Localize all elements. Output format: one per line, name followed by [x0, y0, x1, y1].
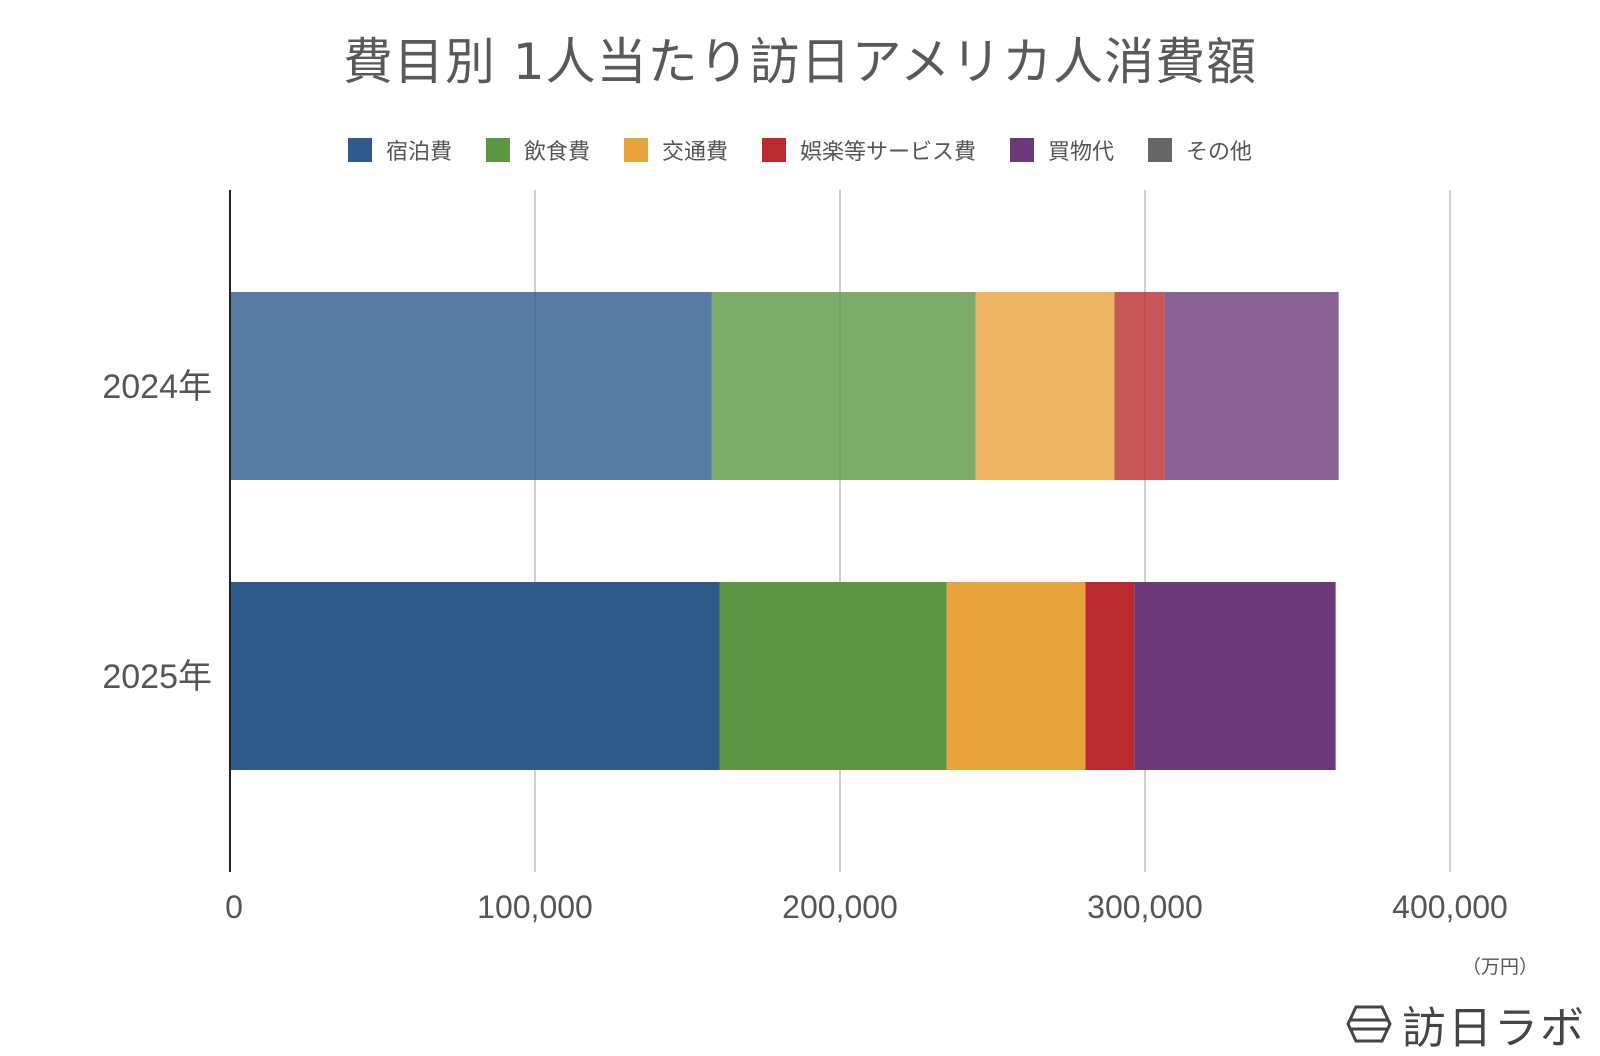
x-tick-label: 400,000	[1392, 889, 1508, 925]
bar-segment	[975, 292, 1115, 480]
x-axis-unit-label: （万円）	[1462, 956, 1539, 978]
legend-swatch	[623, 138, 648, 162]
x-tick-label: 200,000	[782, 889, 898, 925]
bar-segment	[1134, 582, 1336, 770]
legend-label: 買物代	[1048, 140, 1115, 165]
legend-item-2: 交通費	[623, 134, 728, 166]
legend-swatch	[1148, 138, 1173, 162]
legend-swatch	[485, 138, 510, 162]
legend-item-4: 買物代	[1010, 134, 1114, 166]
legend-swatch	[762, 138, 786, 162]
legend-label: 娯楽等サービス費	[800, 140, 977, 165]
legend-label: 飲食費	[523, 140, 590, 165]
x-tick-label: 100,000	[477, 889, 593, 925]
legend-item-5: その他	[1148, 134, 1252, 166]
x-tick-label: 0	[225, 889, 243, 925]
bar-segment	[1164, 292, 1339, 480]
y-category-label: 2025年	[102, 658, 212, 696]
legend-swatch	[347, 138, 372, 162]
legend-label: その他	[1186, 140, 1253, 165]
bar-segment	[946, 582, 1086, 770]
bar-segment	[711, 292, 976, 480]
brand-logo: 訪日ラボ	[1346, 992, 1586, 1056]
brand-icon	[1346, 1005, 1392, 1043]
legend-swatch	[1010, 138, 1035, 162]
x-tick-label: 300,000	[1087, 889, 1203, 925]
legend-label: 宿泊費	[385, 140, 452, 165]
bar-segment	[1085, 582, 1135, 770]
bar-segment	[230, 292, 712, 480]
bar-segment	[230, 582, 720, 770]
legend: 宿泊費 飲食費 交通費 娯楽等サービス費 買物代 その他	[0, 134, 1600, 166]
legend-item-3: 娯楽等サービス費	[762, 134, 976, 166]
bar-segment	[719, 582, 947, 770]
y-category-label: 2024年	[102, 368, 212, 406]
bar-segment	[1114, 292, 1165, 480]
legend-item-1: 飲食費	[485, 134, 590, 166]
chart-title: 費目別 1人当たり訪日アメリカ人消費額	[342, 33, 1258, 91]
legend-item-0: 宿泊費	[347, 134, 452, 166]
legend-label: 交通費	[661, 140, 728, 165]
brand-name: 訪日ラボ	[1402, 1003, 1586, 1054]
